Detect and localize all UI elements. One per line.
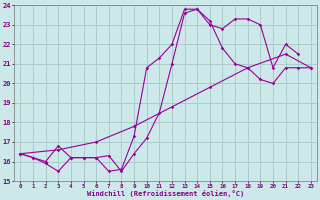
X-axis label: Windchill (Refroidissement éolien,°C): Windchill (Refroidissement éolien,°C) bbox=[87, 190, 244, 197]
